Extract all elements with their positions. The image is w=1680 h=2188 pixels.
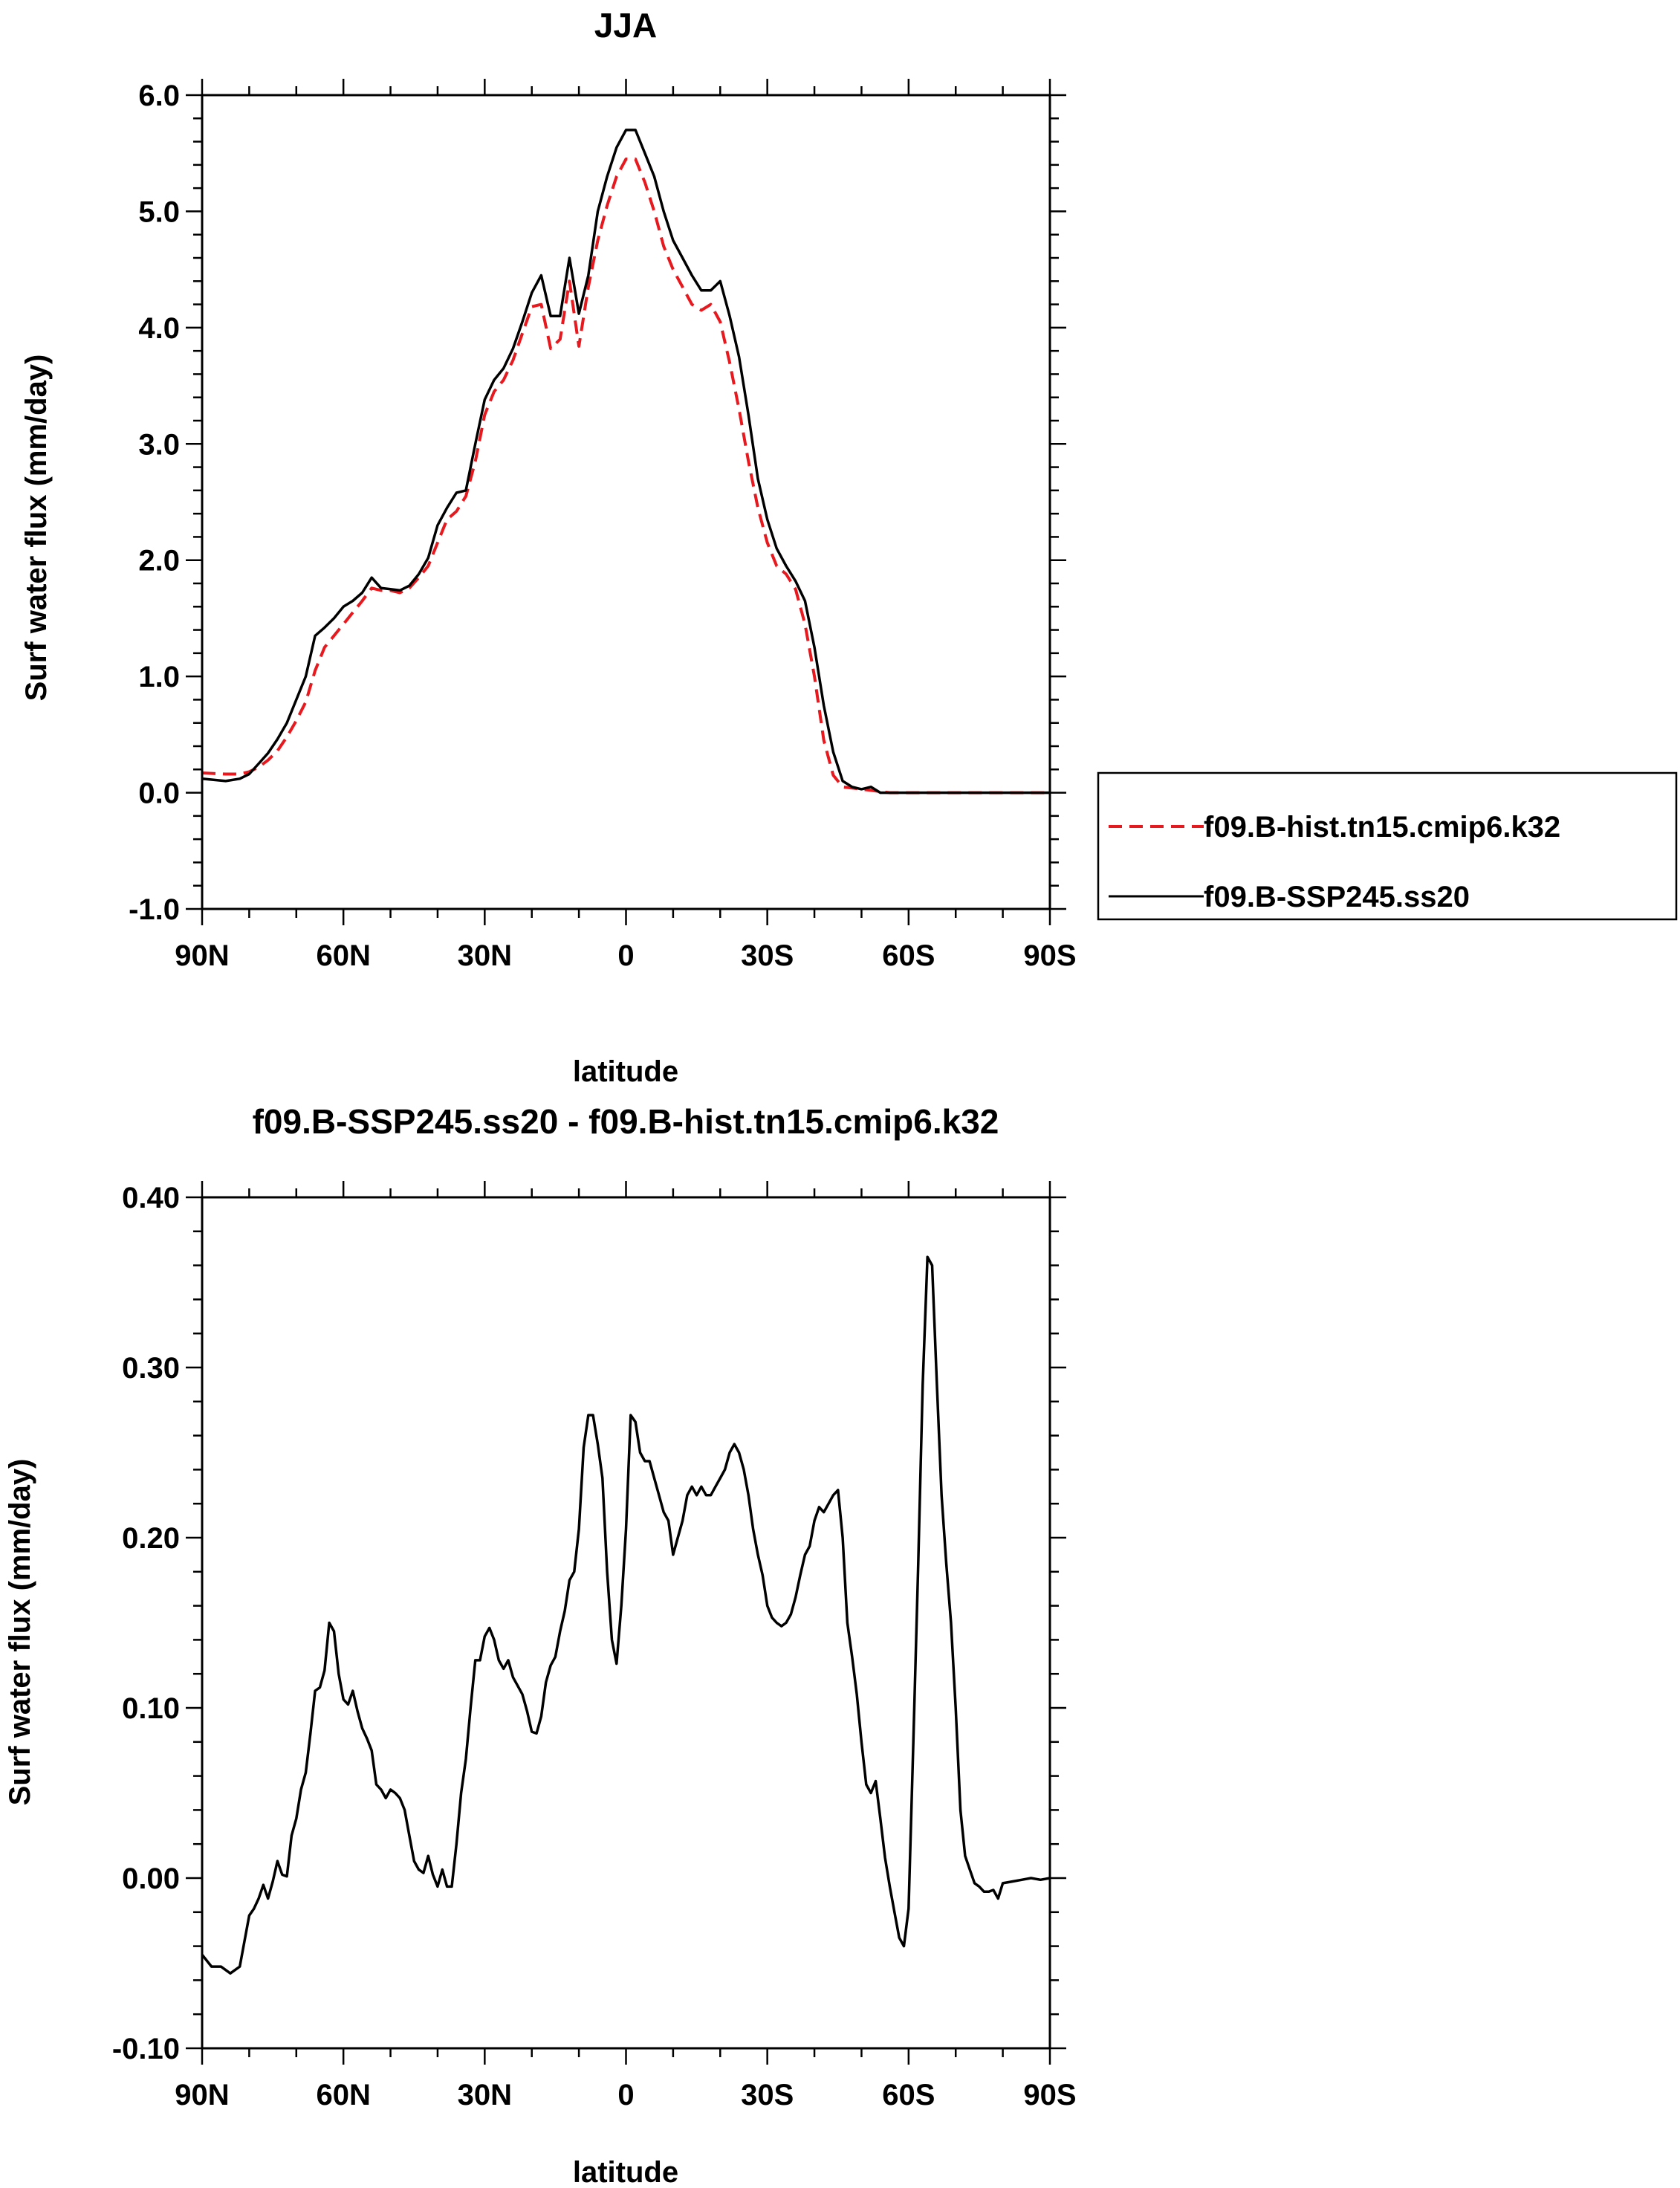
y-tick-label: 0.0	[138, 777, 180, 810]
axis-ticks	[186, 79, 1066, 925]
legend-label-ssp245: f09.B-SSP245.ss20	[1204, 881, 1470, 913]
x-tick-label: 90S	[1023, 939, 1076, 972]
x-tick-label: 90N	[175, 939, 229, 972]
tick-labels: 90N 60N 30N 0 30S 60S 90S -0.10 0.00 0.10 0.20 0.30…	[112, 1182, 1077, 2111]
x-tick-label: 60S	[882, 2079, 935, 2111]
y-tick-label: 5.0	[138, 195, 180, 228]
x-tick-label: 60N	[316, 939, 370, 972]
y-tick-label: 2.0	[138, 545, 180, 577]
plot-frame	[201, 94, 1051, 910]
x-tick-label: 90N	[175, 2079, 229, 2111]
chart-title: JJA	[594, 6, 657, 45]
y-tick-label: -1.0	[129, 893, 180, 926]
x-tick-label: 0	[617, 939, 634, 972]
chart-title: f09.B-SSP245.ss20 - f09.B-hist.tn15.cmip…	[253, 1102, 999, 1141]
series-line-difference	[201, 1255, 1051, 1975]
plot-frame	[201, 1196, 1051, 2050]
y-tick-label: 6.0	[138, 80, 180, 112]
series-lines	[201, 129, 1050, 794]
series-line-f09-b-hist-tn15-cmip6-k32	[201, 158, 1050, 794]
tick-labels: 90N 60N 30N 0 30S 60S 90S -1.0 0.0 1.0 2.0 3.0 4.0 5.…	[129, 80, 1077, 972]
y-tick-label: 4.0	[138, 312, 180, 345]
y-tick-label: 1.0	[138, 661, 180, 693]
x-tick-label: 30S	[741, 939, 794, 972]
x-tick-label: 0	[617, 2079, 634, 2111]
x-tick-label: 60S	[882, 939, 935, 972]
y-tick-label: 3.0	[138, 428, 180, 461]
x-axis-label: latitude	[573, 2156, 678, 2188]
y-tick-label: 0.10	[122, 1692, 180, 1725]
y-tick-label: 0.40	[122, 1182, 180, 1214]
y-axis-label: Surf water flux (mm/day)	[4, 1459, 36, 1806]
legend-label-hist: f09.B-hist.tn15.cmip6.k32	[1204, 811, 1560, 844]
x-tick-label: 30N	[458, 2079, 512, 2111]
y-tick-label: 0.00	[122, 1862, 180, 1895]
legend: f09.B-hist.tn15.cmip6.k32 f09.B-SSP245.s…	[1097, 771, 1678, 921]
legend-box	[1097, 771, 1678, 921]
chart-panel-jja: JJA Surf water flux (mm/day) latitude 90…	[20, 6, 1077, 1088]
x-tick-label: 90S	[1023, 2079, 1076, 2111]
series-line-f09-b-ssp245-ss20	[201, 129, 1050, 794]
y-tick-label: -0.10	[112, 2033, 180, 2065]
y-tick-label: 0.20	[122, 1522, 180, 1555]
y-tick-label: 0.30	[122, 1352, 180, 1385]
axis-ticks	[186, 1181, 1066, 2065]
series-lines	[201, 1255, 1051, 1975]
x-tick-label: 30S	[741, 2079, 794, 2111]
x-axis-label: latitude	[573, 1055, 678, 1088]
y-axis-label: Surf water flux (mm/day)	[20, 355, 53, 702]
x-tick-label: 60N	[316, 2079, 370, 2111]
chart-panel-difference: f09.B-SSP245.ss20 - f09.B-hist.tn15.cmip…	[4, 1102, 1077, 2188]
x-tick-label: 30N	[458, 939, 512, 972]
